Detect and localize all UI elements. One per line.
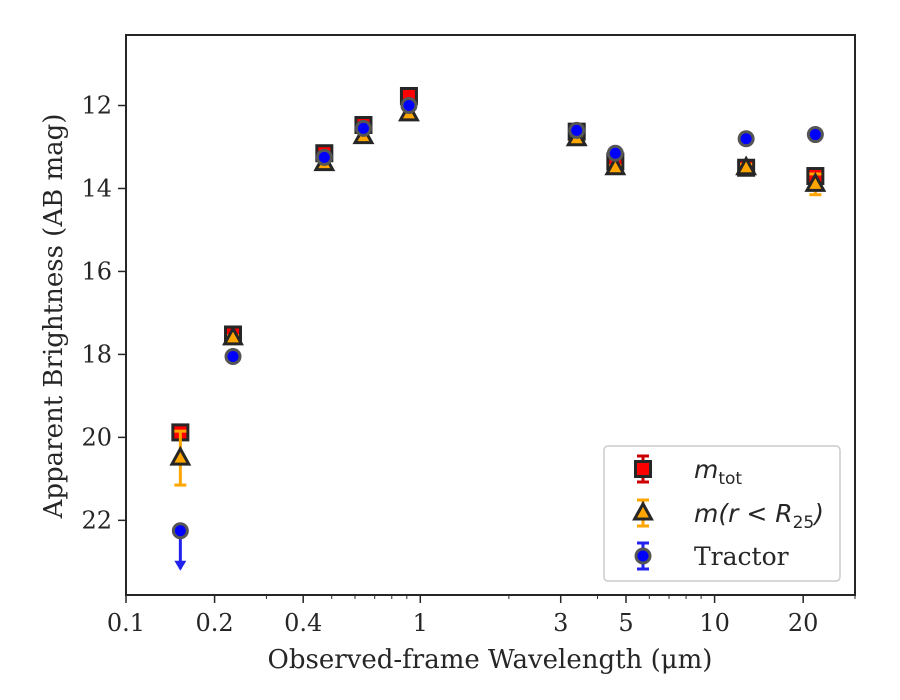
legend-label: mtot [694,455,742,489]
mr25-marker [222,325,244,346]
mr25-marker [169,445,192,466]
axes-frame [125,34,856,596]
x-tick-label: 0.4 [284,609,322,637]
x-axis: 0.1 0.2 0.4 1 3 5 10 20 [107,595,856,637]
x-tick-label: 5 [618,609,633,637]
y-axis-label: Apparent Brightness (AB mag) [39,114,69,520]
tractor-marker [806,126,824,144]
x-tick-label: 20 [788,609,819,637]
legend-box [603,445,841,582]
legend: mtot m(r < R25) Tractor [603,445,841,582]
tractor-marker [224,347,242,365]
mr25-marker [604,155,627,176]
y-tick-label: 16 [81,257,112,285]
mr25-marker [735,155,758,176]
tractor-marker [171,522,189,540]
tractor-marker [354,119,372,137]
x-tick-label: 0.2 [196,609,234,637]
legend-label: Tractor [694,542,789,571]
series-triangle [169,101,827,487]
tractor-marker [568,121,586,139]
y-axis: 12 14 16 18 20 22 [81,92,126,534]
y-tick-label: 22 [81,506,112,534]
mr25-marker [804,172,827,192]
x-tick-label: 1 [413,609,428,637]
series-square [171,86,825,442]
y-tick-label: 18 [81,340,112,368]
tractor-marker [315,148,333,166]
x-axis-label: Observed-frame Wavelength (μm) [268,645,713,675]
x-tick-label: 3 [553,609,568,637]
tractor-marker [737,130,755,148]
legend-mr25-marker [632,500,654,521]
tractor-marker [606,144,624,162]
plot-area [125,34,856,596]
legend-mtot-marker [634,460,652,478]
x-tick-label: 0.1 [107,609,145,637]
legend-tractor-marker [634,547,652,565]
y-tick-label: 12 [81,92,112,120]
tractor-marker [400,97,418,115]
series-circle [171,97,824,571]
legend-label: m(r < R25) [694,499,824,533]
upper-limit-arrowhead [174,560,187,571]
y-tick-label: 20 [81,423,112,451]
x-tick-label: 10 [699,609,730,637]
y-tick-label: 14 [81,174,112,202]
